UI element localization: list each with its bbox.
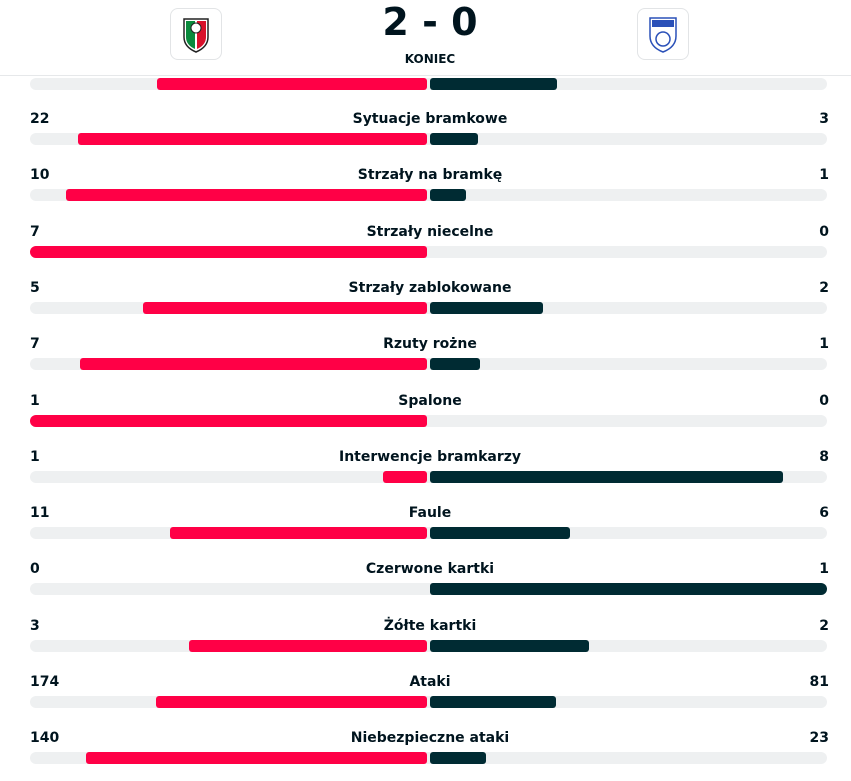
stat-name: Ataki <box>409 674 451 690</box>
home-value: 11 <box>30 505 50 522</box>
match-status: KONIEC <box>404 52 456 66</box>
away-value: 23 <box>809 730 829 747</box>
home-bar <box>86 752 427 765</box>
stat-name: Rzuty rożne <box>383 336 477 353</box>
stat-track <box>30 583 827 596</box>
away-value: 0 <box>819 392 829 409</box>
away-bar <box>430 358 480 371</box>
away-score: 0 <box>451 0 478 44</box>
away-value: 1 <box>819 167 829 184</box>
away-value: 81 <box>809 674 829 690</box>
away-value: 1 <box>819 561 829 578</box>
away-bar <box>430 752 487 765</box>
stat-name: Strzały zablokowane <box>348 279 512 296</box>
home-bar <box>30 245 427 258</box>
away-bar <box>430 189 467 202</box>
away-bar <box>430 696 557 708</box>
stat-track <box>30 414 827 427</box>
score-separator: - <box>422 0 438 44</box>
stat-track <box>30 245 827 258</box>
stat-track <box>30 358 827 371</box>
stat-name: Żółte kartki <box>383 617 477 634</box>
stat-track <box>30 133 827 145</box>
away-bar <box>430 301 544 314</box>
away-bar <box>430 639 589 652</box>
away-crest <box>649 17 677 53</box>
away-value: 1 <box>819 336 829 353</box>
away-value: 2 <box>819 617 829 634</box>
home-value: 0 <box>30 561 40 578</box>
stat-track <box>30 752 827 765</box>
stat-name: Spalone <box>398 392 462 409</box>
home-logo[interactable] <box>170 8 222 60</box>
away-value: 3 <box>819 111 829 127</box>
home-value: 3 <box>30 617 40 634</box>
home-bar <box>143 301 427 314</box>
away-value: 6 <box>819 505 829 522</box>
away-logo[interactable] <box>637 8 689 60</box>
away-bar <box>430 133 478 145</box>
stat-track <box>30 639 827 652</box>
home-bar <box>170 527 427 540</box>
home-value: 7 <box>30 336 40 353</box>
home-value: 1 <box>30 392 40 409</box>
partial-home-bar <box>157 78 427 90</box>
home-value: 140 <box>30 730 60 747</box>
stat-name: Interwencje bramkarzy <box>338 448 522 465</box>
home-bar <box>77 133 427 145</box>
home-score: 2 <box>382 0 409 44</box>
home-bar <box>156 696 427 708</box>
stat-name: Czerwone kartki <box>365 561 495 578</box>
home-crest <box>183 18 209 53</box>
stat-track <box>30 696 827 708</box>
stat-track <box>30 301 827 314</box>
away-bar <box>430 470 783 483</box>
stat-name: Strzały na bramkę <box>357 167 503 184</box>
partial-away-bar <box>430 78 557 90</box>
away-value: 0 <box>819 223 829 240</box>
home-bar <box>188 639 427 652</box>
home-bar <box>79 358 427 371</box>
stat-track <box>30 470 827 483</box>
home-value: 174 <box>30 674 60 690</box>
away-bar <box>430 527 571 540</box>
home-bar <box>382 470 427 483</box>
home-value: 7 <box>30 223 40 240</box>
home-value: 1 <box>30 448 40 465</box>
stat-name: Strzały niecelne <box>366 223 494 240</box>
partial-row-track <box>30 78 827 90</box>
away-value: 2 <box>819 279 829 296</box>
home-bar <box>66 189 427 202</box>
stat-name: Sytuacje bramkowe <box>352 111 508 127</box>
home-value: 10 <box>30 167 50 184</box>
away-value: 8 <box>819 448 829 465</box>
home-value: 22 <box>30 111 50 127</box>
away-bar <box>430 583 827 596</box>
stat-track <box>30 527 827 540</box>
stat-track <box>30 189 827 202</box>
home-value: 5 <box>30 279 40 296</box>
home-bar <box>30 414 427 427</box>
stat-name: Niebezpieczne ataki <box>350 730 510 747</box>
match-header: 2 - 0 KONIEC <box>0 0 851 76</box>
score: 2 - 0 <box>330 0 530 44</box>
stat-name: Faule <box>408 505 452 522</box>
